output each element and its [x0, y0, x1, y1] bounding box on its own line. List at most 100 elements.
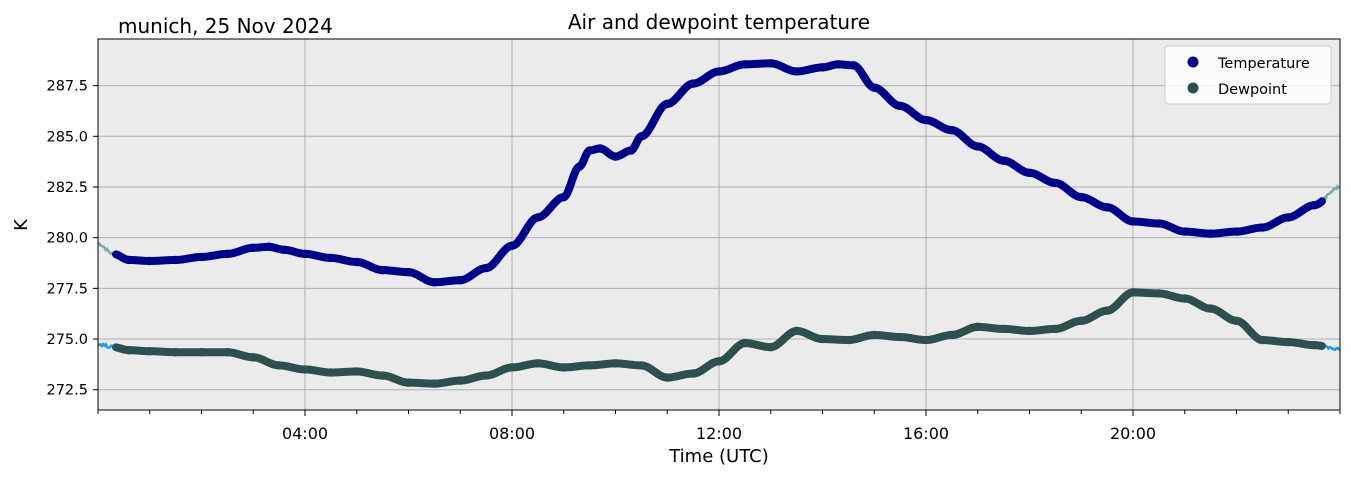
point-temperature-41 — [999, 156, 1008, 165]
y-tick-label-1: 275.0 — [46, 332, 88, 348]
point-dewpoint-45 — [1232, 316, 1241, 325]
y-tick-label-4: 282.5 — [46, 180, 88, 196]
point-temperature-22 — [585, 146, 594, 155]
chart-subtitle: munich, 25 Nov 2024 — [118, 14, 333, 38]
point-temperature-6 — [223, 249, 232, 259]
point-dewpoint-31 — [870, 330, 879, 340]
point-temperature-8 — [264, 242, 273, 252]
point-temperature-30 — [740, 60, 750, 69]
point-temperature-50 — [1232, 227, 1241, 236]
y-axis-label: K — [11, 218, 32, 231]
point-dewpoint-16 — [481, 371, 491, 380]
axes: 04:00 08:00 12:00 16:00 20:00 272.5 275.0 277.5… — [46, 79, 1341, 443]
point-dewpoint-36 — [999, 324, 1008, 334]
point-temperature-25 — [626, 146, 636, 155]
point-temperature-28 — [688, 79, 698, 88]
point-temperature-10 — [300, 249, 310, 259]
point-dewpoint-5 — [197, 348, 206, 357]
point-dewpoint-26 — [740, 338, 750, 348]
point-dewpoint-42 — [1154, 289, 1164, 298]
legend-marker-dewpoint — [1187, 82, 1199, 94]
point-dewpoint-40 — [1102, 306, 1112, 315]
point-dewpoint-11 — [352, 367, 361, 376]
point-temperature-4 — [171, 255, 180, 265]
point-temperature-40 — [973, 142, 982, 151]
point-temperature-48 — [1180, 227, 1189, 236]
y-tick-label-0: 272.5 — [46, 383, 88, 399]
point-temperature-11 — [326, 253, 336, 263]
series-layer — [112, 59, 1326, 388]
point-temperature-49 — [1206, 229, 1215, 238]
point-temperature-21 — [575, 162, 584, 171]
point-temperature-36 — [870, 83, 879, 92]
grid — [98, 39, 1340, 410]
x-tick-label-0: 04:00 — [282, 424, 328, 443]
point-temperature-42 — [1025, 168, 1034, 178]
point-dewpoint-25 — [714, 357, 724, 366]
point-dewpoint-46 — [1258, 335, 1267, 345]
point-dewpoint-13 — [404, 378, 413, 387]
point-temperature-18 — [507, 241, 517, 250]
point-dewpoint-7 — [249, 353, 258, 362]
point-dewpoint-10 — [326, 368, 336, 377]
point-temperature-37 — [895, 101, 905, 111]
point-temperature-33 — [818, 63, 827, 72]
point-temperature-17 — [481, 263, 491, 273]
point-dewpoint-48 — [1309, 340, 1319, 350]
point-temperature-27 — [663, 99, 672, 109]
point-dewpoint-43 — [1180, 294, 1189, 303]
point-temperature-26 — [637, 132, 646, 141]
point-temperature-34 — [833, 60, 843, 69]
point-temperature-44 — [1077, 192, 1086, 202]
x-axis-label: Time (UTC) — [668, 446, 769, 467]
point-temperature-20 — [559, 192, 568, 202]
point-dewpoint-32 — [895, 332, 905, 342]
point-dewpoint-8 — [274, 361, 284, 370]
point-temperature-53 — [1309, 201, 1319, 210]
point-temperature-45 — [1102, 203, 1112, 212]
point-temperature-47 — [1154, 219, 1164, 228]
point-dewpoint-27 — [766, 342, 775, 352]
point-dewpoint-4 — [171, 348, 180, 357]
point-temperature-15 — [430, 278, 439, 287]
x-tick-label-3: 16:00 — [903, 424, 949, 443]
legend-label-temperature: Temperature — [1217, 56, 1310, 72]
point-temperature-24 — [611, 152, 620, 161]
point-dewpoint-41 — [1128, 288, 1138, 297]
y-tick-label-2: 277.5 — [46, 281, 88, 297]
x-tick-label-2: 12:00 — [696, 424, 742, 443]
point-temperature-43 — [1051, 178, 1060, 188]
point-dewpoint-30 — [844, 335, 853, 345]
point-dewpoint-37 — [1025, 326, 1034, 336]
point-dewpoint-17 — [507, 363, 517, 372]
point-dewpoint-35 — [973, 322, 982, 332]
point-dewpoint-15 — [456, 376, 465, 385]
point-temperature-13 — [378, 265, 387, 275]
point-temperature-38 — [921, 115, 931, 125]
point-temperature-31 — [766, 59, 775, 68]
point-temperature-35 — [849, 61, 858, 70]
y-tick-label-6: 287.5 — [46, 79, 88, 95]
point-temperature-5 — [197, 252, 206, 262]
point-dewpoint-2 — [124, 345, 134, 355]
point-dewpoint-23 — [663, 373, 672, 382]
legend-marker-temperature — [1187, 56, 1199, 68]
point-temperature-29 — [714, 67, 724, 76]
point-dewpoint-21 — [611, 359, 620, 368]
point-dewpoint-38 — [1051, 324, 1060, 334]
point-temperature-32 — [792, 67, 801, 76]
point-dewpoint-47 — [1284, 337, 1293, 347]
point-temperature-2 — [124, 255, 134, 265]
point-temperature-39 — [947, 126, 957, 135]
point-temperature-52 — [1284, 213, 1293, 222]
point-temperature-9 — [280, 245, 289, 255]
point-temperature-46 — [1128, 217, 1138, 226]
point-dewpoint-6 — [223, 348, 232, 357]
point-dewpoint-39 — [1077, 316, 1086, 325]
point-temperature-23 — [595, 144, 605, 153]
point-dewpoint-14 — [430, 379, 439, 388]
point-temperature-12 — [352, 257, 361, 267]
point-dewpoint-22 — [637, 361, 646, 370]
chart-title: Air and dewpoint temperature — [568, 10, 870, 34]
